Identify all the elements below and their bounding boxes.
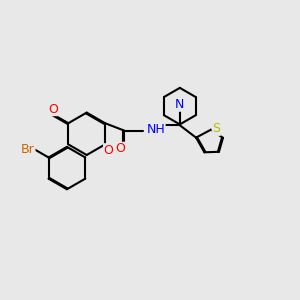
Text: S: S <box>212 122 220 135</box>
Text: NH: NH <box>146 123 165 136</box>
Text: O: O <box>48 103 58 116</box>
Text: Br: Br <box>21 143 35 156</box>
Text: O: O <box>104 144 113 157</box>
Text: N: N <box>174 98 184 111</box>
Text: O: O <box>115 142 125 155</box>
